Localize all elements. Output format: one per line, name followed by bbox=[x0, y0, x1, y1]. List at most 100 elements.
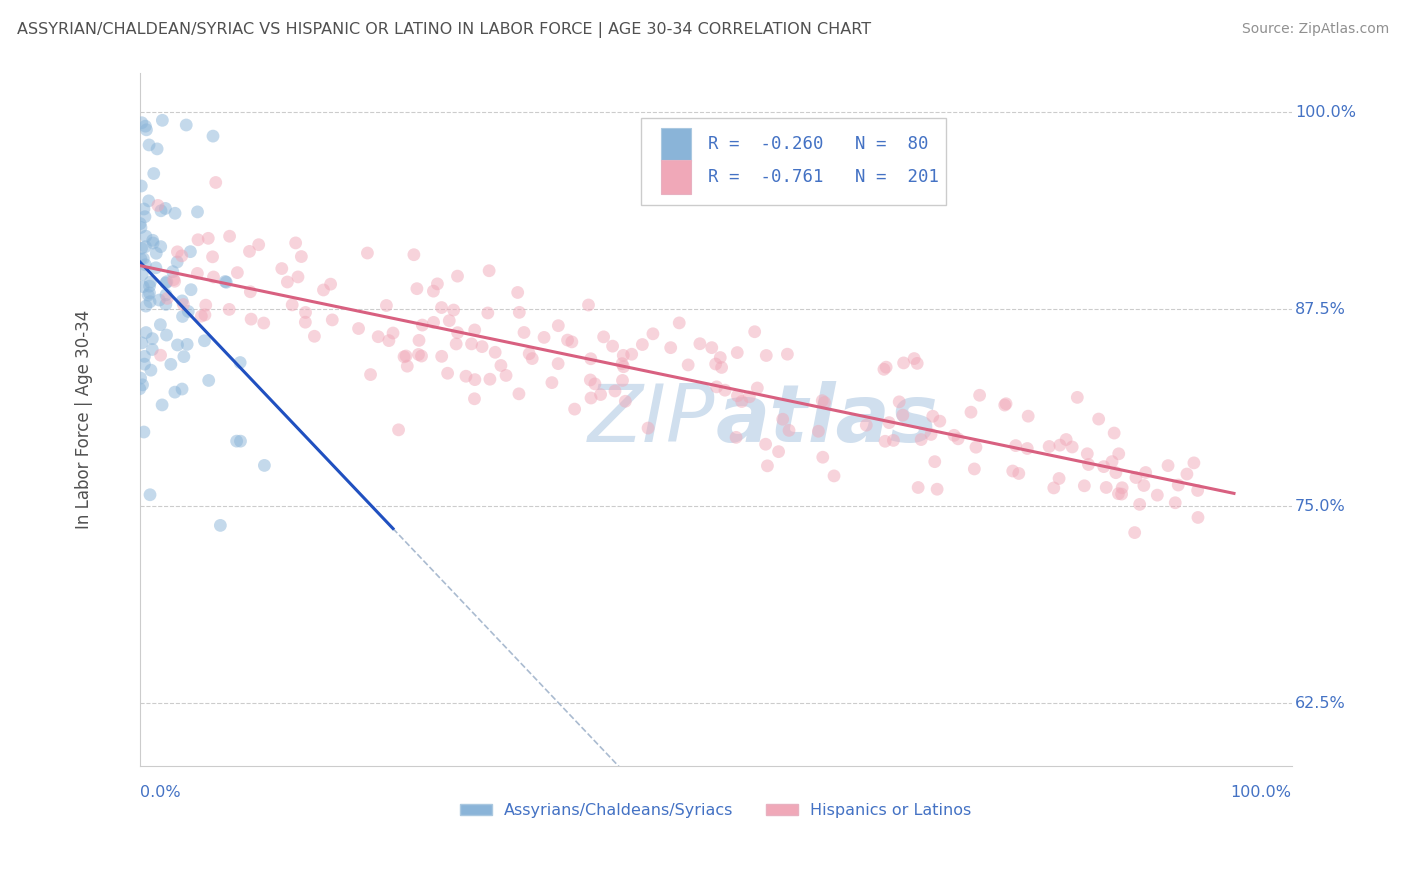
Point bbox=[406, 282, 429, 296]
Point bbox=[1008, 467, 1031, 481]
Point bbox=[612, 374, 634, 388]
Point bbox=[882, 434, 904, 448]
Point bbox=[209, 518, 232, 533]
Point bbox=[139, 488, 162, 502]
Point bbox=[756, 458, 779, 473]
Point bbox=[193, 334, 215, 348]
Text: 0.0%: 0.0% bbox=[139, 785, 180, 800]
Text: atlas: atlas bbox=[716, 381, 938, 458]
Point bbox=[163, 385, 186, 400]
Point bbox=[131, 241, 153, 255]
Point bbox=[128, 382, 150, 396]
Point bbox=[495, 368, 517, 383]
Point bbox=[710, 360, 733, 375]
Point bbox=[768, 444, 790, 458]
Point bbox=[1146, 488, 1168, 502]
Point bbox=[464, 373, 486, 387]
Point bbox=[893, 356, 915, 370]
Point bbox=[142, 235, 165, 250]
Point bbox=[190, 309, 212, 323]
Point bbox=[166, 255, 188, 269]
Point bbox=[172, 293, 194, 308]
Point bbox=[360, 368, 382, 382]
Point bbox=[150, 203, 173, 218]
Point bbox=[1095, 480, 1118, 494]
Point bbox=[963, 462, 986, 476]
Point bbox=[460, 337, 482, 351]
Point bbox=[284, 235, 307, 250]
Point bbox=[170, 382, 193, 396]
Point bbox=[180, 283, 202, 297]
Point bbox=[875, 360, 897, 375]
Point bbox=[287, 269, 309, 284]
Point bbox=[875, 434, 897, 449]
Point bbox=[148, 293, 170, 307]
Point bbox=[602, 339, 624, 353]
Point bbox=[960, 405, 983, 419]
Point bbox=[676, 358, 699, 372]
Point bbox=[778, 423, 800, 437]
Point bbox=[166, 338, 188, 352]
Point bbox=[1066, 390, 1088, 404]
Point bbox=[129, 179, 152, 194]
Point bbox=[747, 381, 769, 395]
Point bbox=[811, 450, 834, 465]
Text: 100.0%: 100.0% bbox=[1295, 105, 1355, 120]
Point bbox=[131, 116, 153, 130]
Point bbox=[471, 340, 494, 354]
Point bbox=[135, 229, 157, 244]
Point bbox=[1062, 440, 1084, 454]
Point bbox=[489, 359, 512, 373]
Point bbox=[131, 377, 153, 392]
Point bbox=[592, 330, 614, 344]
Point bbox=[714, 383, 737, 397]
Point bbox=[1187, 483, 1209, 498]
Point bbox=[807, 424, 830, 438]
Point bbox=[134, 119, 156, 133]
Point bbox=[396, 359, 419, 373]
Point bbox=[755, 437, 778, 451]
Point bbox=[134, 357, 156, 371]
Point bbox=[253, 458, 276, 473]
Point bbox=[294, 305, 316, 319]
Point bbox=[436, 366, 458, 380]
Point bbox=[578, 298, 600, 312]
Point bbox=[443, 303, 465, 318]
Point bbox=[138, 279, 160, 293]
Point bbox=[943, 428, 966, 442]
Point bbox=[276, 275, 298, 289]
Point bbox=[155, 297, 177, 311]
Point bbox=[238, 244, 260, 259]
Point bbox=[197, 231, 219, 245]
Point bbox=[1042, 481, 1064, 495]
Point bbox=[706, 380, 728, 394]
Point bbox=[454, 369, 477, 384]
Point bbox=[131, 268, 153, 282]
Point bbox=[411, 318, 433, 332]
Point bbox=[160, 357, 183, 371]
Point bbox=[541, 376, 564, 390]
Point bbox=[134, 350, 156, 364]
Text: ZIP: ZIP bbox=[588, 381, 716, 458]
Point bbox=[744, 325, 766, 339]
Point bbox=[1073, 479, 1095, 493]
Point bbox=[709, 351, 731, 365]
Point bbox=[755, 349, 778, 363]
Point bbox=[139, 294, 162, 309]
Point bbox=[155, 328, 177, 343]
Point bbox=[738, 390, 761, 404]
Text: 75.0%: 75.0% bbox=[1295, 499, 1346, 514]
Point bbox=[135, 299, 157, 313]
Point bbox=[146, 142, 169, 156]
Point bbox=[132, 252, 155, 266]
Point bbox=[1054, 433, 1077, 447]
Point bbox=[517, 347, 540, 361]
Point bbox=[506, 285, 529, 300]
Point bbox=[422, 284, 444, 298]
Point bbox=[215, 275, 238, 289]
Point bbox=[579, 373, 602, 387]
Point bbox=[201, 250, 224, 264]
Point bbox=[1182, 456, 1205, 470]
Point bbox=[928, 414, 950, 428]
Point bbox=[1087, 412, 1109, 426]
